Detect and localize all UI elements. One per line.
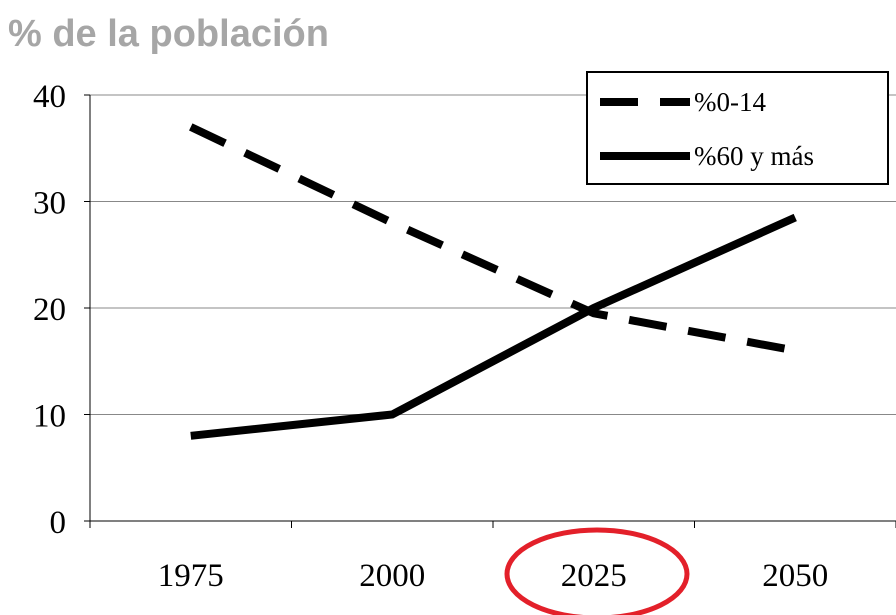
legend-label: %60 y más — [694, 141, 814, 171]
y-tick-label: 20 — [33, 292, 66, 328]
legend-box — [586, 71, 889, 185]
y-tick-label: 30 — [33, 186, 66, 222]
x-tick-label: 1975 — [158, 558, 224, 594]
y-tick-label: 10 — [33, 399, 66, 435]
x-tick-label: 2050 — [762, 558, 828, 594]
x-tick-label: 2025 — [561, 558, 627, 594]
chart-title: % de la población — [8, 13, 329, 55]
legend-label: %0-14 — [694, 87, 766, 117]
line-series — [189, 123, 796, 355]
highlight-circle — [504, 527, 690, 615]
y-tick-label: 0 — [50, 505, 67, 541]
line-series — [190, 213, 797, 440]
x-tick-label: 2000 — [359, 558, 425, 594]
y-tick-label: 40 — [33, 79, 66, 115]
